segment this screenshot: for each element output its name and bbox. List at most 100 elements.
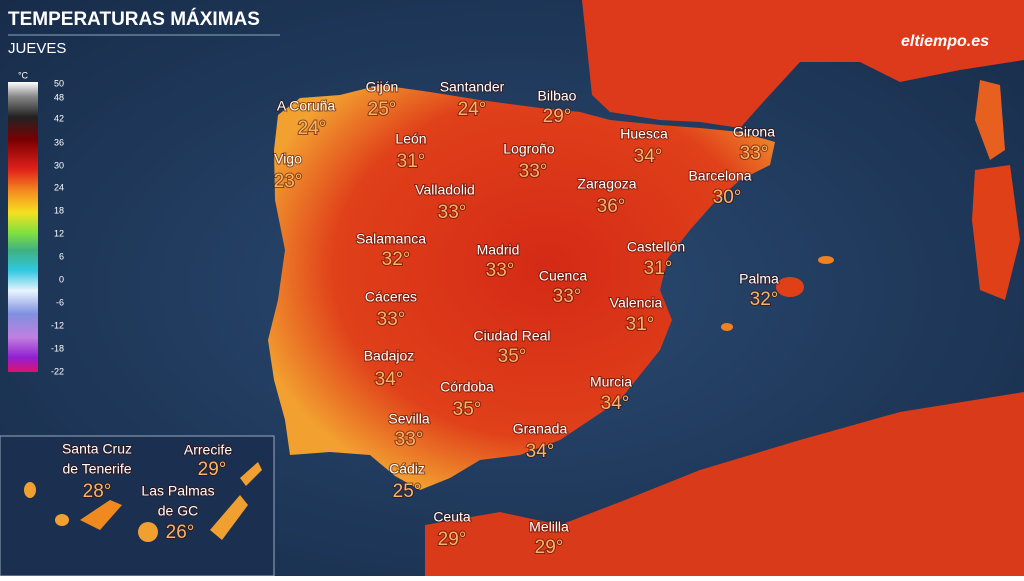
city-temp: 29°: [543, 106, 572, 127]
africa: [425, 392, 1024, 576]
city-name: Ciudad Real: [473, 328, 550, 344]
city-temp: 25°: [393, 481, 422, 502]
city-temp: 33°: [377, 309, 406, 330]
city-temp: 31°: [626, 314, 655, 335]
city-temp: 28°: [83, 481, 112, 502]
island: [240, 462, 262, 486]
city-name: Ceuta: [433, 509, 471, 525]
island: [80, 500, 122, 530]
city-temp: 29°: [535, 537, 564, 558]
legend-tick: -22: [51, 366, 64, 376]
city-name: Gijón: [366, 79, 399, 95]
legend-tick: 42: [54, 113, 64, 123]
city-temp: 29°: [198, 459, 227, 480]
legend-tick: 50: [54, 78, 64, 88]
legend-tick: 24: [54, 182, 64, 192]
city-temp: 23°: [274, 171, 303, 192]
france: [582, 0, 1024, 128]
corsica: [975, 80, 1005, 160]
city-temp: 31°: [397, 151, 426, 172]
city-name: Madrid: [477, 242, 520, 258]
city-name: Sevilla: [388, 411, 429, 427]
city-temp: 35°: [498, 346, 527, 367]
legend-tick: 6: [59, 251, 64, 261]
city-temp: 35°: [453, 399, 482, 420]
city-name: Barcelona: [688, 168, 751, 184]
subtitle: JUEVES: [8, 40, 66, 57]
legend-tick: 12: [54, 228, 64, 238]
legend-tick: 48: [54, 92, 64, 102]
city-temp: 25°: [368, 99, 397, 120]
city-temp: 33°: [395, 429, 424, 450]
city-name: Bilbao: [538, 88, 577, 104]
city-name: Huesca: [620, 126, 668, 142]
island: [24, 482, 36, 498]
legend-unit: °C: [18, 70, 29, 80]
city-name: Melilla: [529, 519, 569, 535]
iberian-peninsula: [268, 85, 775, 490]
city-temp: 32°: [750, 289, 779, 310]
island: [55, 514, 69, 526]
island: [210, 495, 248, 540]
city-name: Santa Cruz: [62, 441, 132, 457]
legend-scale: [8, 82, 38, 372]
city-name: Valencia: [610, 295, 663, 311]
legend-tick: 18: [54, 205, 64, 215]
island: [138, 522, 158, 542]
legend-tick: 36: [54, 137, 64, 147]
legend-tick: 0: [59, 274, 64, 284]
city-temp: 33°: [740, 143, 769, 164]
title: TEMPERATURAS MÁXIMAS: [8, 8, 260, 30]
city-temp: 30°: [713, 187, 742, 208]
city-temp: 26°: [166, 522, 195, 543]
city-temp: 33°: [438, 202, 467, 223]
legend-tick: 30: [54, 160, 64, 170]
city-temp: 32°: [382, 249, 411, 270]
city-temp: 33°: [486, 260, 515, 281]
city-name: Granada: [513, 421, 568, 437]
city-name: Arrecife: [184, 442, 232, 458]
city-temp: 33°: [553, 286, 582, 307]
legend-ticks: 50 48 42 36 30 24 18 12 6 0 -6 -12 -18 -22: [51, 78, 64, 376]
city-temp: 29°: [438, 529, 467, 550]
city-name: Badajoz: [364, 348, 415, 364]
canary-inset: [0, 435, 275, 577]
city-name: Santander: [440, 79, 505, 95]
cities: A Coruña 24° Gijón 25° Santander 24° Bilbao 29°…: [61, 78, 780, 559]
city-temp: 34°: [375, 369, 404, 390]
city-name: Cuenca: [539, 268, 587, 284]
city-name: Logroño: [503, 141, 555, 157]
city-name: Murcia: [590, 374, 632, 390]
city-temp: 24°: [458, 99, 487, 120]
ibiza: [721, 323, 733, 331]
city-temp: 24°: [298, 118, 327, 139]
city-temp: 34°: [601, 393, 630, 414]
mallorca: [776, 277, 804, 297]
city-name: Valladolid: [415, 182, 475, 198]
city-name: Salamanca: [356, 231, 426, 247]
city-name: de Tenerife: [62, 461, 131, 477]
city-name: Cádiz: [389, 461, 425, 477]
sardinia: [972, 165, 1020, 300]
city-name: Córdoba: [440, 379, 494, 395]
city-temp: 34°: [634, 146, 663, 167]
city-temp: 36°: [597, 196, 626, 217]
city-temp: 31°: [644, 258, 673, 279]
city-name: de GC: [158, 503, 198, 519]
city-name: León: [395, 131, 426, 147]
city-temp: 34°: [526, 441, 555, 462]
city-name: Cáceres: [365, 289, 417, 305]
city-name: Palma: [739, 271, 779, 287]
legend-tick: -6: [56, 297, 64, 307]
city-name: Las Palmas: [141, 483, 214, 499]
city-name: Girona: [733, 124, 775, 140]
city-name: A Coruña: [277, 98, 336, 114]
logo: eltiempo.es: [901, 33, 989, 50]
city-temp: 33°: [519, 161, 548, 182]
legend-tick: -12: [51, 320, 64, 330]
menorca: [818, 256, 834, 264]
city-name: Castellón: [627, 239, 685, 255]
legend-tick: -18: [51, 343, 64, 353]
city-name: Vigo: [274, 151, 302, 167]
